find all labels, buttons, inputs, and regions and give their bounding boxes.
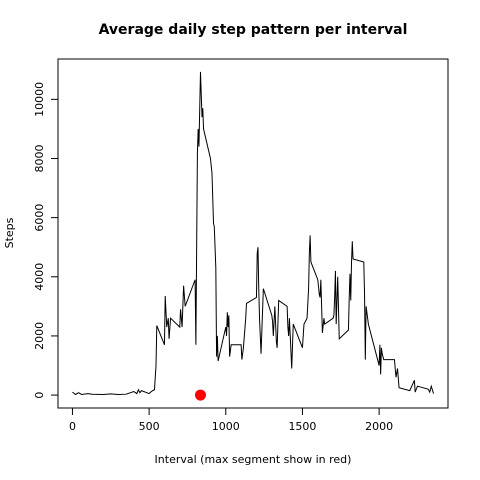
y-tick-label: 6000 <box>33 204 46 232</box>
y-tick-label: 2000 <box>33 322 46 350</box>
y-tick-label: 8000 <box>33 144 46 172</box>
x-tick-label: 2000 <box>365 420 393 433</box>
x-tick-label: 500 <box>139 420 160 433</box>
x-tick-label: 0 <box>69 420 76 433</box>
x-tick-label: 1500 <box>288 420 316 433</box>
y-tick-label: 10000 <box>33 82 46 117</box>
y-axis-label: Steps <box>3 217 16 248</box>
data-line <box>72 71 435 396</box>
chart-title: Average daily step pattern per interval <box>99 22 408 38</box>
x-tick-label: 1000 <box>212 420 240 433</box>
x-axis-label: Interval (max segment show in red) <box>155 453 352 466</box>
y-tick-label: 4000 <box>33 263 46 291</box>
max-marker <box>194 389 206 401</box>
y-tick-label: 0 <box>33 392 46 399</box>
